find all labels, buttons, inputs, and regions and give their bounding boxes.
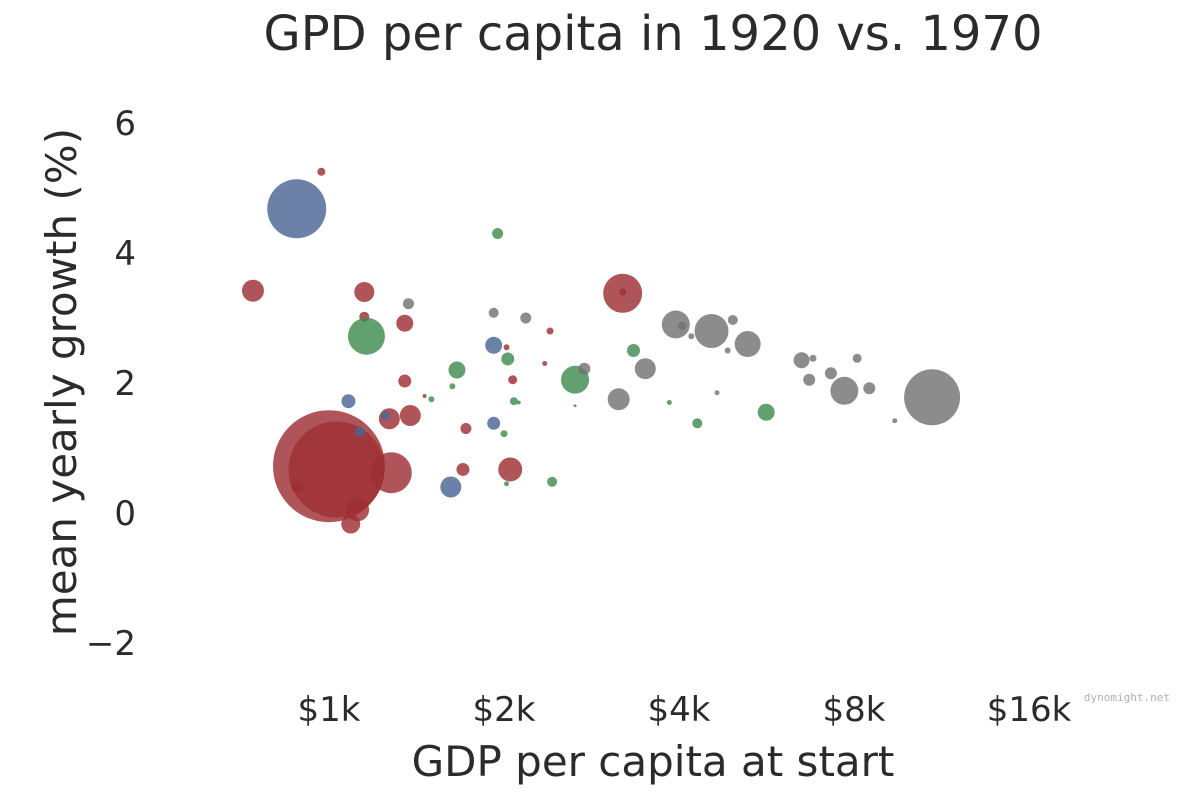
data-point-red bbox=[542, 361, 548, 366]
data-point-gray bbox=[727, 314, 738, 325]
data-point-red bbox=[241, 279, 264, 302]
data-point-gray bbox=[734, 331, 761, 357]
data-point-green bbox=[448, 361, 466, 379]
data-point-green bbox=[500, 430, 508, 438]
data-point-green bbox=[509, 397, 518, 406]
y-tick-label: 4 bbox=[114, 234, 136, 274]
data-point-blue bbox=[267, 179, 327, 239]
data-point-gray bbox=[714, 390, 720, 396]
x-tick-label: $2k bbox=[473, 690, 536, 730]
data-point-green bbox=[626, 344, 640, 357]
data-point-green bbox=[516, 400, 521, 405]
data-point-red bbox=[378, 408, 400, 430]
data-point-green bbox=[492, 228, 504, 239]
data-point-green bbox=[666, 400, 672, 405]
data-point-red bbox=[508, 375, 518, 385]
x-tick-label: $4k bbox=[648, 690, 711, 730]
data-point-red bbox=[460, 423, 472, 434]
data-point-green bbox=[449, 383, 456, 390]
data-point-gray bbox=[661, 310, 690, 339]
data-point-blue bbox=[487, 416, 501, 430]
data-point-red bbox=[422, 394, 427, 398]
data-point-green bbox=[757, 403, 775, 421]
data-point-blue bbox=[380, 411, 390, 420]
x-tick-label: $8k bbox=[823, 690, 886, 730]
data-point-red bbox=[288, 421, 385, 518]
data-point-gray bbox=[694, 314, 729, 348]
y-axis-label: mean yearly growth (%) bbox=[37, 128, 86, 636]
data-point-red bbox=[399, 405, 421, 426]
data-point-gray bbox=[634, 358, 656, 380]
data-point-red bbox=[341, 514, 361, 534]
data-point-blue bbox=[341, 394, 356, 409]
data-points bbox=[241, 167, 961, 534]
y-tick-label: 2 bbox=[114, 364, 136, 404]
data-point-gray bbox=[578, 362, 591, 375]
data-point-red bbox=[396, 314, 414, 332]
data-point-green bbox=[692, 418, 703, 429]
data-point-gray bbox=[803, 373, 816, 386]
data-point-green bbox=[347, 317, 385, 355]
data-point-red bbox=[398, 374, 412, 388]
credit-text: dynomight.net bbox=[1084, 691, 1170, 704]
data-point-gray bbox=[824, 367, 837, 380]
data-point-red bbox=[456, 462, 470, 476]
data-point-red bbox=[317, 167, 326, 176]
data-point-red bbox=[619, 288, 627, 296]
y-tick-label: −2 bbox=[86, 624, 136, 664]
data-point-blue bbox=[485, 336, 503, 354]
data-point-gray bbox=[520, 312, 532, 324]
data-point-gray bbox=[892, 418, 898, 424]
x-axis-label: GDP per capita at start bbox=[412, 737, 895, 786]
data-point-red bbox=[291, 481, 303, 493]
chart-title: GPD per capita in 1920 vs. 1970 bbox=[264, 6, 1043, 62]
data-point-gray bbox=[852, 353, 862, 363]
data-point-gray bbox=[793, 352, 810, 369]
data-point-red bbox=[503, 344, 510, 351]
data-point-green bbox=[501, 352, 515, 366]
y-tick-label: 0 bbox=[114, 494, 136, 534]
data-point-blue bbox=[440, 476, 462, 498]
data-point-green bbox=[504, 481, 510, 487]
y-axis-ticks: 6 4 2 0 −2 bbox=[86, 104, 136, 664]
data-point-gray bbox=[863, 382, 876, 395]
data-point-red bbox=[498, 457, 523, 482]
data-point-gray bbox=[724, 347, 731, 354]
data-point-gray bbox=[402, 298, 414, 310]
data-point-gray bbox=[809, 354, 817, 362]
x-tick-label: $1k bbox=[298, 690, 361, 730]
data-point-gray bbox=[904, 369, 961, 426]
data-point-gray bbox=[830, 376, 859, 405]
data-point-green bbox=[547, 476, 558, 487]
data-point-green bbox=[428, 396, 435, 403]
x-axis-ticks: $1k $2k $4k $8k $16k bbox=[298, 690, 1072, 730]
data-point-gray bbox=[677, 321, 687, 331]
data-point-red bbox=[546, 327, 554, 335]
x-tick-label: $16k bbox=[987, 690, 1072, 730]
data-point-blue bbox=[354, 426, 365, 437]
data-point-gray bbox=[688, 333, 695, 340]
data-point-red bbox=[354, 282, 375, 302]
data-point-gray bbox=[488, 307, 499, 318]
data-point-red bbox=[370, 452, 412, 494]
y-tick-label: 6 bbox=[114, 104, 136, 144]
data-point-gray bbox=[607, 388, 630, 411]
data-point-green bbox=[573, 404, 577, 408]
